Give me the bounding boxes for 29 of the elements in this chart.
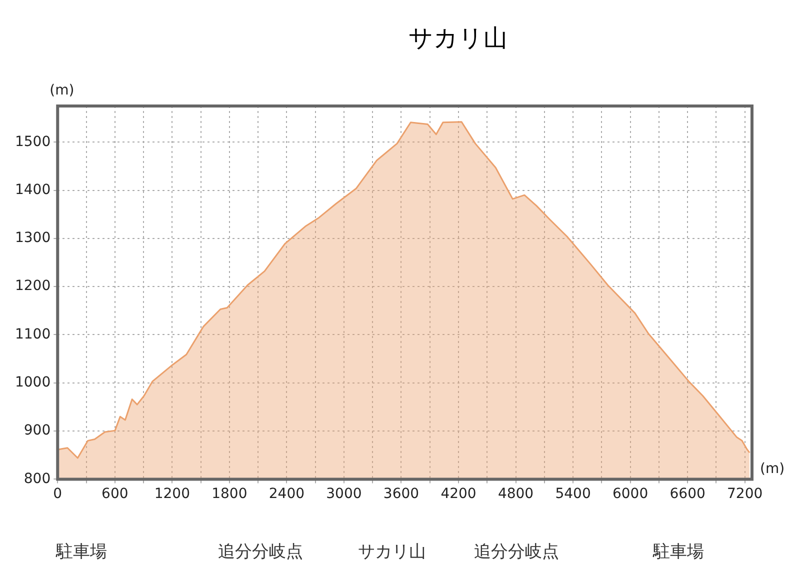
x-tick-label: 5400 bbox=[555, 486, 591, 502]
x-axis-title: (m) bbox=[760, 460, 785, 477]
x-tick-label: 6000 bbox=[612, 486, 648, 502]
y-tick-label: 1200 bbox=[14, 278, 51, 294]
x-tick-label: 4200 bbox=[440, 486, 476, 502]
x-tick-label: 7200 bbox=[727, 486, 763, 502]
y-tick-label: 1500 bbox=[14, 134, 51, 150]
x-tick-label: 0 bbox=[53, 486, 62, 502]
y-axis-title: (m) bbox=[50, 82, 74, 99]
text: 駐車場 bbox=[653, 541, 704, 563]
x-tick-label: 600 bbox=[102, 486, 128, 502]
x-tick-label: 3000 bbox=[326, 486, 362, 502]
y-tick-label: 1000 bbox=[14, 374, 51, 391]
text: 駐車場 bbox=[56, 541, 107, 563]
chart-title: サカリ山 bbox=[408, 23, 508, 54]
x-tick-label: 2400 bbox=[268, 486, 305, 502]
x-tick-label: 1200 bbox=[154, 486, 190, 502]
y-tick-label: 1300 bbox=[14, 230, 51, 246]
y-tick-label: 900 bbox=[24, 422, 51, 439]
y-tick-label: 800 bbox=[24, 470, 51, 487]
x-tick-label: 3600 bbox=[383, 486, 420, 502]
x-tick-label: 6600 bbox=[670, 486, 706, 502]
text: 追分分岐点 bbox=[474, 541, 559, 563]
x-tick-label: 4800 bbox=[498, 486, 534, 502]
text: 追分分岐点 bbox=[218, 541, 303, 563]
x-tick-label: 1800 bbox=[212, 486, 248, 502]
text: サカリ山 bbox=[358, 541, 426, 563]
y-tick-label: 1100 bbox=[14, 326, 51, 342]
y-tick-label: 1400 bbox=[14, 182, 51, 198]
